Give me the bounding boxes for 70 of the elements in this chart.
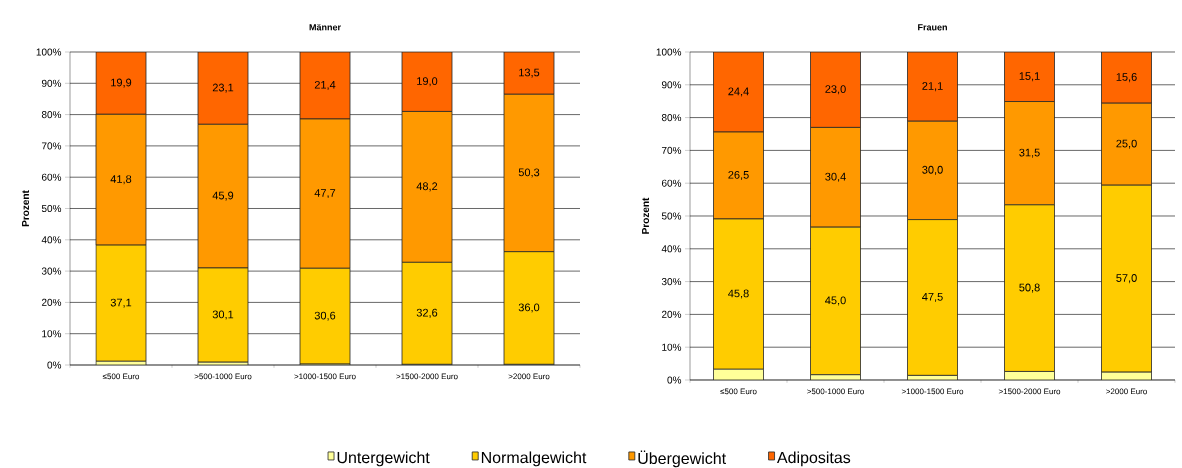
data-label: 21,4: [314, 80, 336, 91]
y-tick-label: 60%: [41, 173, 62, 181]
y-tick-label: 20%: [661, 310, 682, 318]
y-tick-label: 40%: [41, 236, 62, 244]
data-label: 30,1: [212, 310, 234, 320]
data-label: 30,0: [922, 165, 943, 175]
legend-label: Übergewicht: [638, 450, 727, 468]
y-tick-label: 20%: [41, 298, 62, 306]
data-label: 19,0: [417, 77, 438, 87]
x-tick-label: >1000-1500 Euro: [901, 388, 964, 395]
data-label: 57,0: [1116, 274, 1137, 284]
data-label: 50,3: [518, 168, 540, 178]
data-label: 23,0: [825, 85, 846, 95]
data-label: 45,8: [728, 289, 749, 299]
y-tick-label: 50%: [661, 212, 682, 220]
data-label: 30,4: [825, 172, 846, 182]
legend-label: Normalgewicht: [481, 451, 587, 467]
y-tick-label: 30%: [661, 278, 682, 286]
y-tick-label: 100%: [36, 48, 62, 56]
y-tick-label: 50%: [41, 204, 62, 213]
y-tick-label: 90%: [41, 79, 62, 87]
legend-label: Untergewicht: [337, 451, 430, 467]
y-tick-label: 80%: [41, 111, 62, 119]
x-tick-label: >500-1000 Euro: [194, 373, 252, 380]
y-tick-label: 70%: [661, 146, 682, 154]
y-tick-label: 40%: [661, 245, 682, 253]
x-tick-label: >2000 Euro: [1106, 388, 1147, 395]
data-label: 41,8: [110, 175, 132, 185]
chart-title: Frauen: [918, 24, 947, 31]
data-label: 26,5: [728, 170, 749, 181]
x-tick-label: >1500-2000 Euro: [998, 388, 1061, 395]
data-label: 30,6: [314, 311, 336, 321]
chart-title: Männer: [309, 24, 341, 31]
data-label: 50,8: [1019, 283, 1040, 293]
data-label: 25,0: [1116, 139, 1137, 149]
x-tick-label: ≤500 Euro: [720, 388, 757, 395]
y-tick-label: 10%: [662, 343, 682, 351]
data-label: 15,1: [1019, 72, 1040, 82]
y-tick-label: 60%: [661, 179, 682, 187]
x-tick-label: >2000 Euro: [508, 373, 550, 380]
data-label: 32,6: [416, 308, 438, 318]
data-label: 24,4: [728, 87, 749, 97]
data-label: 45,9: [212, 191, 234, 201]
x-tick-label: ≤500 Euro: [102, 373, 140, 380]
data-label: 48,2: [416, 182, 438, 192]
data-label: 36,0: [518, 303, 540, 313]
y-tick-label: 0%: [667, 376, 682, 384]
y-tick-label: 100%: [656, 48, 682, 56]
y-tick-label: 30%: [41, 267, 62, 275]
x-tick-label: >1500-2000 Euro: [396, 373, 458, 380]
y-axis-title: Prozent: [642, 197, 650, 234]
data-label: 15,6: [1116, 73, 1137, 83]
x-tick-label: >500-1000 Euro: [807, 388, 864, 395]
y-axis-title: Prozent: [22, 190, 30, 227]
data-label: 45,0: [825, 296, 846, 306]
y-tick-label: 0%: [47, 361, 62, 369]
data-label: 21,1: [922, 82, 943, 92]
data-label: 23,1: [212, 83, 234, 93]
data-label: 37,1: [110, 298, 132, 308]
x-tick-label: >1000-1500 Euro: [294, 373, 356, 380]
y-tick-label: 10%: [42, 330, 62, 338]
data-label: 47,5: [922, 293, 943, 302]
y-tick-label: 90%: [661, 81, 682, 89]
data-label: 13,5: [519, 68, 540, 78]
data-label: 31,5: [1019, 148, 1040, 158]
y-tick-label: 70%: [41, 142, 62, 150]
legend-label: Adipositas: [776, 451, 851, 467]
y-tick-label: 80%: [661, 114, 682, 122]
data-label: 19,9: [111, 78, 132, 88]
data-label: 47,7: [314, 189, 336, 199]
